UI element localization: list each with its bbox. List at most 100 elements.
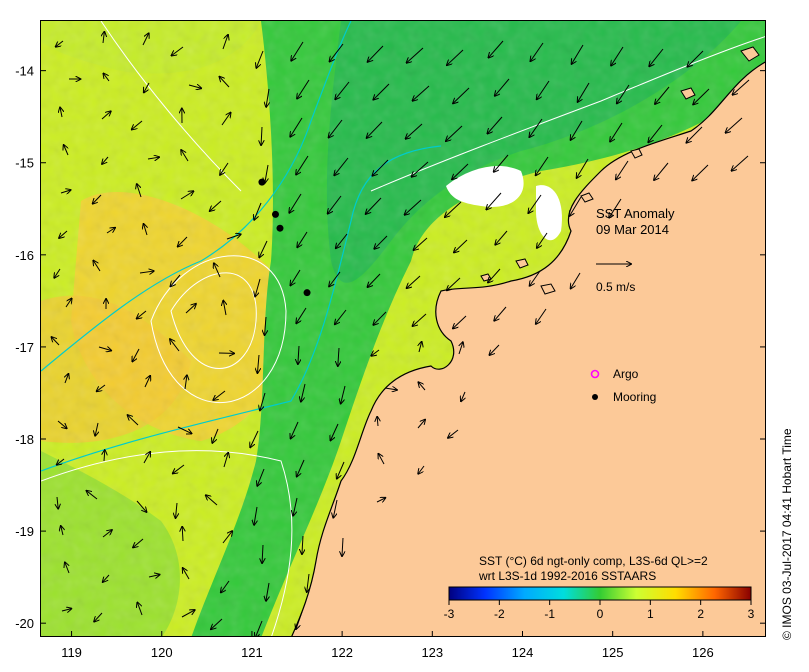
current-arrow (530, 42, 544, 61)
current-arrow (528, 194, 542, 213)
current-arrow (338, 347, 339, 366)
current-arrow (654, 162, 669, 180)
current-arrow (222, 531, 232, 544)
x-tick-label: 126 (692, 645, 714, 660)
current-arrow (177, 426, 191, 433)
current-arrow (98, 347, 111, 351)
current-arrow (65, 299, 72, 308)
current-arrow (452, 163, 469, 179)
current-arrow (328, 195, 342, 214)
current-arrow (330, 43, 344, 61)
current-arrow (368, 45, 384, 62)
islands (480, 46, 760, 295)
current-arrow (459, 342, 463, 355)
current-arrow (335, 309, 347, 324)
current-arrow (93, 261, 101, 272)
current-arrow (54, 268, 61, 278)
current-arrow (290, 117, 303, 137)
colorbar-tick-label: 1 (647, 607, 654, 621)
current-arrow (171, 274, 181, 286)
current-arrow (137, 184, 142, 198)
current-arrow (296, 611, 303, 629)
current-arrow (220, 162, 229, 175)
current-arrow (132, 120, 143, 129)
current-arrow (489, 40, 504, 58)
current-arrow (372, 159, 389, 176)
current-arrow (687, 50, 704, 67)
sst-map: SST Anomaly 09 Mar 2014 0.5 m/s Argo Moo… (41, 21, 765, 636)
current-arrow (489, 344, 500, 355)
current-arrow (445, 201, 462, 217)
current-arrow (453, 315, 467, 328)
current-arrow (57, 458, 65, 465)
current-arrow (405, 199, 422, 215)
current-arrow (336, 233, 348, 248)
current-arrow (337, 461, 345, 479)
current-arrow (60, 108, 62, 118)
current-arrow (222, 35, 228, 50)
current-arrow (609, 198, 622, 218)
current-arrow (176, 502, 177, 518)
current-arrow (329, 271, 341, 286)
x-tick-label: 122 (331, 645, 353, 660)
current-arrow (571, 120, 583, 140)
colorbar-title-1: SST (°C) 6d ngt-only comp, L3S-6d QL>=2 (479, 554, 708, 568)
current-arrow (102, 530, 112, 538)
y-tick-label: -17 (15, 340, 34, 355)
current-arrow (407, 275, 421, 288)
current-arrow (373, 83, 390, 100)
contour-1 (170, 272, 257, 369)
current-arrow (223, 453, 228, 468)
colorbar-tick-label: -2 (494, 607, 505, 621)
current-arrow (213, 390, 226, 400)
current-arrow (226, 234, 241, 240)
current-arrow (212, 428, 219, 443)
current-arrow (206, 495, 218, 506)
x-tick-label: 121 (241, 645, 263, 660)
mooring-markers (258, 178, 311, 297)
current-arrow (137, 603, 143, 616)
current-arrow (297, 231, 308, 247)
y-tick-label: -14 (15, 64, 34, 79)
current-arrow (148, 575, 159, 577)
current-arrow (259, 240, 268, 257)
current-arrow (453, 87, 470, 103)
mooring-legend-icon (592, 394, 598, 400)
current-arrow (367, 121, 383, 138)
current-arrow (255, 620, 263, 636)
current-arrow (261, 126, 262, 145)
current-arrow (488, 268, 501, 282)
current-arrow (494, 154, 509, 172)
current-arrow (65, 374, 68, 384)
current-arrow (414, 237, 428, 250)
current-arrow (371, 349, 380, 356)
current-arrow (407, 47, 424, 63)
current-arrow (341, 385, 346, 403)
current-arrow (447, 49, 464, 65)
current-arrow (103, 574, 110, 582)
current-arrow (221, 580, 230, 592)
current-arrow (182, 527, 183, 542)
current-arrow (373, 311, 387, 325)
mooring-marker (303, 289, 311, 297)
colorbar-tick-label: -3 (444, 607, 455, 621)
current-arrow (144, 82, 150, 92)
land-australia (291, 61, 765, 636)
current-arrow (693, 88, 710, 104)
current-arrow (446, 125, 463, 141)
argo-legend-icon (590, 369, 600, 379)
cloud-gap (446, 166, 524, 207)
current-arrow (377, 417, 378, 427)
current-arrow (103, 74, 110, 82)
current-arrow (95, 422, 98, 436)
current-arrow (137, 310, 147, 319)
y-tick-label: -20 (15, 616, 34, 631)
current-arrow (648, 124, 663, 142)
current-arrow (266, 88, 269, 107)
current-arrow (254, 202, 262, 220)
scale-label: 0.5 m/s (596, 280, 635, 294)
current-arrow (59, 230, 68, 238)
current-arrow (52, 337, 60, 346)
current-arrow (611, 46, 624, 66)
current-arrow (447, 277, 461, 290)
